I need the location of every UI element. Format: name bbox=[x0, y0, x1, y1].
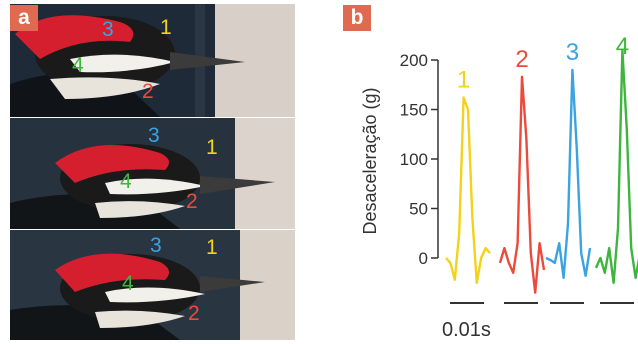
series-label-4: 4 bbox=[616, 36, 629, 60]
woodpecker-photo-icon bbox=[10, 230, 295, 340]
series-label-2: 2 bbox=[515, 46, 528, 73]
marker-label-1: 1 bbox=[206, 236, 218, 259]
y-tick-label: 200 bbox=[400, 51, 428, 70]
marker-label-2: 2 bbox=[186, 190, 198, 213]
series-line-1 bbox=[445, 96, 491, 285]
marker-label-2: 2 bbox=[142, 80, 154, 103]
time-scale-label: 0.01s bbox=[442, 319, 491, 341]
marker-label-4: 4 bbox=[72, 54, 84, 77]
marker-label-3: 3 bbox=[102, 18, 114, 41]
y-tick-label: 150 bbox=[400, 101, 428, 120]
marker-label-4: 4 bbox=[122, 272, 134, 295]
series-label-1: 1 bbox=[457, 67, 470, 94]
marker-label-1: 1 bbox=[160, 16, 172, 39]
marker-label-3: 3 bbox=[150, 234, 162, 257]
marker-label-3: 3 bbox=[148, 124, 160, 147]
woodpecker-photo-icon bbox=[10, 4, 295, 117]
y-tick-label: 100 bbox=[400, 150, 428, 169]
marker-label-4: 4 bbox=[120, 170, 132, 193]
marker-label-2: 2 bbox=[188, 302, 200, 325]
series-line-2 bbox=[498, 75, 546, 294]
y-axis-label: Desaceleração (g) bbox=[360, 87, 380, 234]
panel-label-b: b bbox=[343, 5, 371, 31]
woodpecker-photo-icon bbox=[10, 118, 295, 229]
woodpecker-photo-frame-1: 1 3 4 2 bbox=[10, 4, 295, 117]
panel-label-a: a bbox=[10, 5, 38, 31]
deceleration-chart: Desaceleração (g) 0 50 100 150 200 1 2 3 4 0.01s bbox=[360, 36, 638, 341]
marker-label-1: 1 bbox=[206, 136, 218, 159]
y-tick-label: 50 bbox=[409, 200, 428, 219]
series-line-4 bbox=[594, 48, 638, 285]
series-label-3: 3 bbox=[566, 39, 579, 66]
y-tick-label: 0 bbox=[419, 249, 428, 268]
series-line-3 bbox=[545, 68, 592, 280]
woodpecker-photo-frame-2: 3 1 4 2 bbox=[10, 118, 295, 229]
woodpecker-photo-frame-3: 3 1 4 2 bbox=[10, 230, 295, 340]
